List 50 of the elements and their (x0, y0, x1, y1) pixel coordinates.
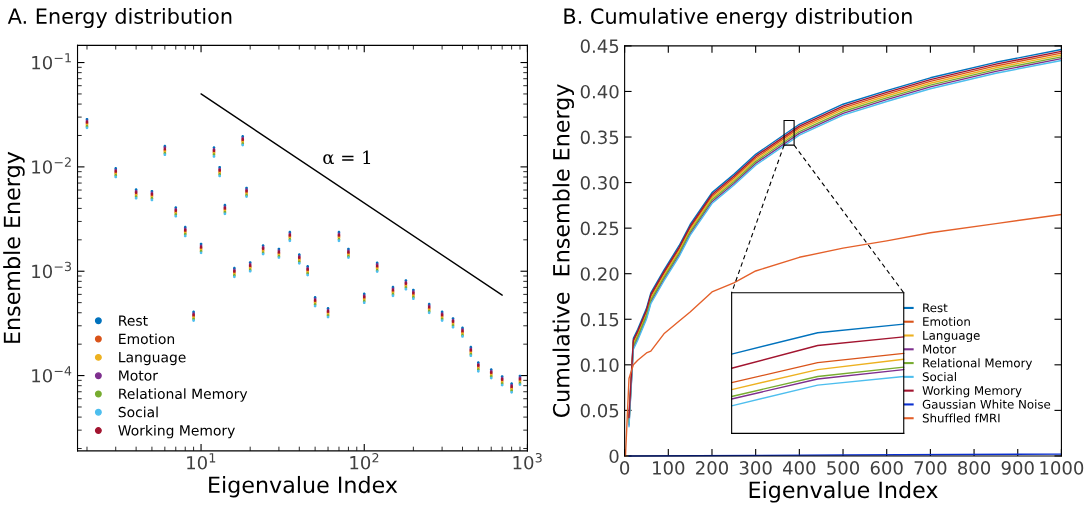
legend-label: Social (118, 406, 158, 418)
chart-title: A. Energy distribution (7, 7, 232, 29)
x-tick-label: 400 (783, 461, 816, 475)
x-tick-label: 200 (696, 461, 729, 475)
legend-label: Shuffled fMRI (922, 413, 1000, 423)
x-tick-label: 100 (653, 461, 685, 475)
legend-label: Language (119, 352, 186, 366)
y-axis-title: Cumulative Ensemble Energy (552, 84, 575, 418)
y-tick-label: 10$^{−1}$ (32, 53, 71, 70)
x-axis-title: Eigenvalue Index (209, 475, 398, 498)
x-tick-label: 10$^{3}$ (513, 452, 542, 470)
legend-label: Emotion (923, 316, 970, 327)
legend-label: Motor (923, 344, 957, 354)
y-tick-label: 0.30 (580, 176, 619, 190)
y-tick-label: 10$^{−2}$ (32, 157, 71, 174)
y-tick-label: 0.05 (580, 403, 619, 418)
y-tick-label: 10$^{−3}$ (32, 261, 72, 279)
legend-label: Gaussian White Noise (922, 399, 1051, 409)
annotation: α = 1 (323, 150, 371, 165)
chart-title: B. Cumulative energy distribution (564, 7, 912, 29)
legend-label: Working Memory (118, 424, 235, 439)
y-tick-label: 10$^{−4}$ (32, 366, 72, 383)
legend-label: Rest (923, 303, 948, 313)
x-tick-label: 800 (958, 461, 991, 475)
legend-label: Relational Memory (923, 358, 1033, 370)
y-tick-label: 0.45 (580, 39, 619, 54)
y-tick-label: 0.35 (580, 130, 619, 145)
legend-label: Motor (119, 370, 158, 381)
legend-label: Working Memory (922, 385, 1022, 398)
legend-label: Social (922, 372, 956, 382)
y-axis-title: Ensemble Energy (3, 151, 25, 343)
legend-label: Rest (119, 315, 148, 326)
x-tick-label: 300 (739, 461, 772, 475)
y-tick-label: 0.20 (580, 267, 619, 281)
x-tick-label: 10$^{1}$ (187, 453, 216, 470)
legend-label: Language (923, 331, 980, 343)
y-tick-label: 0.10 (580, 358, 619, 372)
x-tick-label: 10$^{2}$ (350, 452, 379, 470)
x-tick-label: 0 (620, 461, 630, 475)
y-tick-label: 0.25 (580, 221, 619, 236)
x-tick-label: 700 (914, 461, 947, 475)
x-tick-label: 500 (827, 461, 860, 475)
x-tick-label: 1000 (1040, 461, 1084, 475)
y-tick-label: 0.15 (580, 312, 619, 327)
legend-label: Relational Memory (119, 388, 248, 402)
x-tick-label: 600 (870, 461, 903, 475)
x-axis-title: Eigenvalue Index (749, 481, 938, 503)
y-tick-label: 0.40 (580, 84, 619, 99)
legend-label: Emotion (119, 333, 175, 345)
x-tick-label: 900 (1001, 461, 1034, 475)
